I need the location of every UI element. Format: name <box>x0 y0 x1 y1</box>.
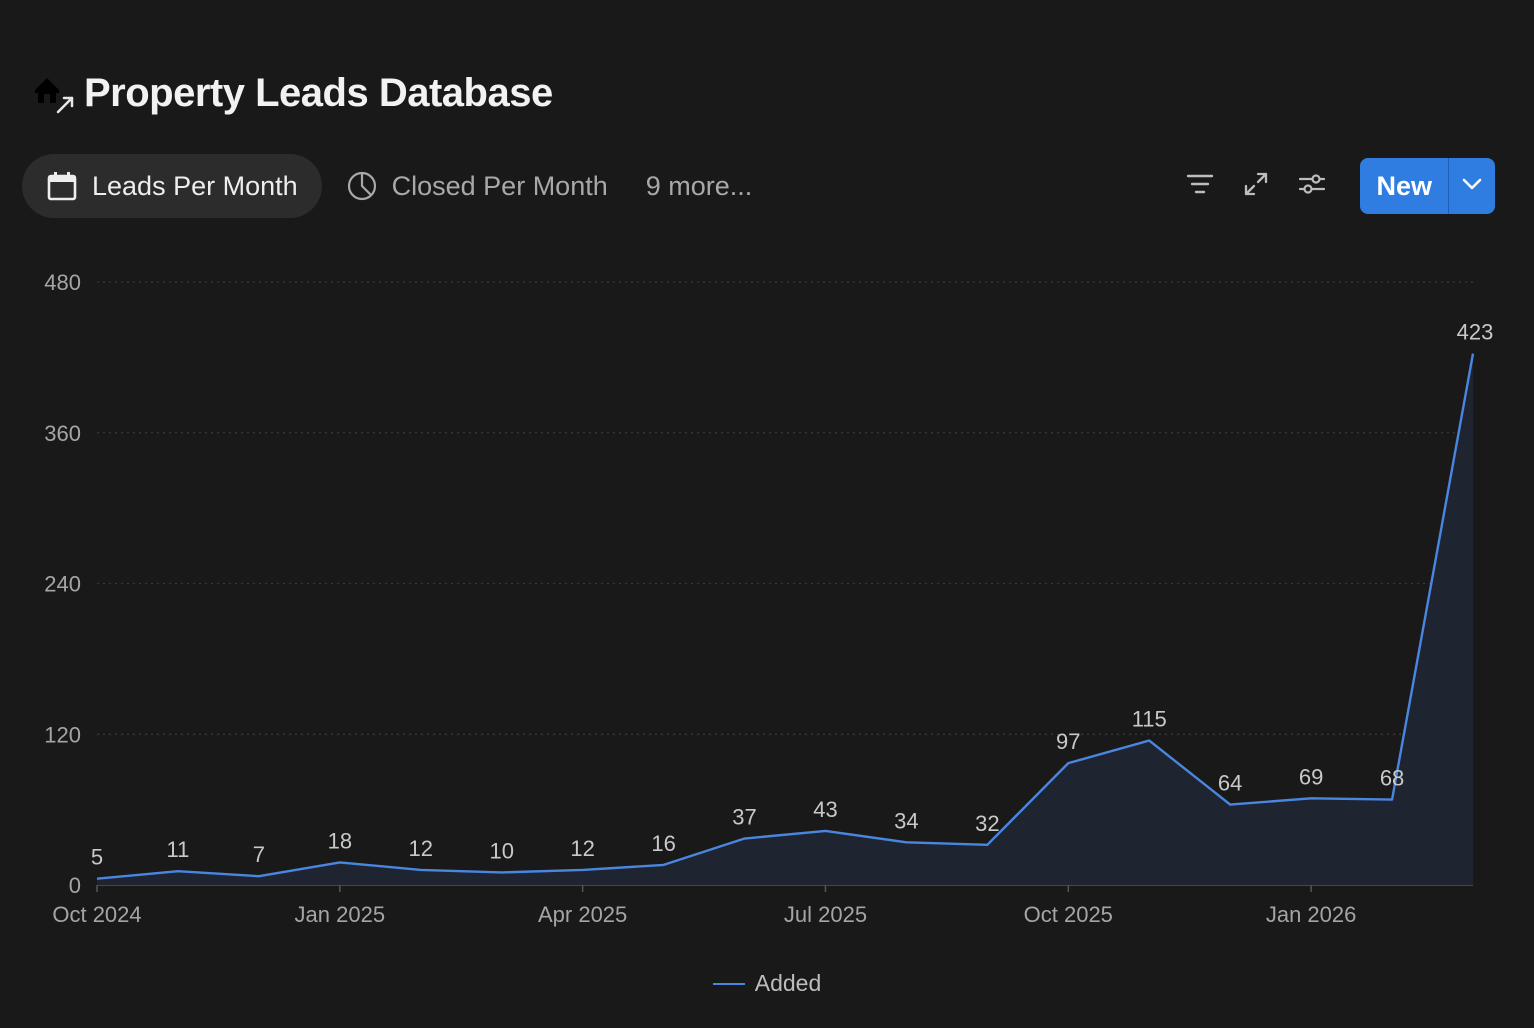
tab-closed-per-month[interactable]: Closed Per Month <box>322 154 632 218</box>
sliders-icon <box>1298 172 1326 201</box>
data-label: 97 <box>1056 729 1080 754</box>
data-label: 5 <box>91 845 103 870</box>
x-tick-label: Oct 2025 <box>1024 902 1113 927</box>
data-label: 18 <box>328 828 352 853</box>
pie-chart-icon <box>346 170 378 202</box>
legend-swatch <box>712 982 745 985</box>
x-tick-label: Apr 2025 <box>538 902 627 927</box>
new-split-button: New <box>1360 158 1495 214</box>
data-label: 423 <box>1457 320 1494 345</box>
expand-icon <box>1243 171 1269 202</box>
x-tick-label: Jul 2025 <box>784 902 867 927</box>
x-tick-label: Jan 2025 <box>295 902 386 927</box>
expand-button[interactable] <box>1234 164 1278 208</box>
filter-icon <box>1186 172 1214 201</box>
new-menu-button[interactable] <box>1449 158 1495 214</box>
y-tick-label: 240 <box>44 572 81 597</box>
tab-label: Leads Per Month <box>92 170 298 201</box>
data-label: 43 <box>813 797 837 822</box>
data-label: 16 <box>651 831 675 856</box>
x-tick-label: Oct 2024 <box>52 902 141 927</box>
series-area <box>97 353 1473 885</box>
data-label: 64 <box>1218 771 1242 796</box>
settings-button[interactable] <box>1290 164 1334 208</box>
data-label: 115 <box>1132 707 1167 732</box>
data-label: 34 <box>894 808 918 833</box>
tab-label: Closed Per Month <box>391 170 608 201</box>
x-tick-label: Jan 2026 <box>1266 902 1357 927</box>
series-line <box>96 353 1475 880</box>
data-label: 12 <box>570 836 594 861</box>
calendar-icon <box>46 170 78 202</box>
view-toolbar: Leads Per Month Closed Per Month 9 more.… <box>22 154 1495 218</box>
y-tick-label: 120 <box>44 722 81 747</box>
chevron-down-icon <box>1461 177 1483 196</box>
data-label: 12 <box>409 836 433 861</box>
house-arrow-icon <box>32 70 78 116</box>
y-tick-label: 480 <box>44 270 81 295</box>
data-label: 11 <box>167 837 190 862</box>
data-label: 10 <box>489 838 513 863</box>
data-label: 7 <box>253 842 265 867</box>
title-row: Property Leads Database <box>32 70 553 116</box>
tab-leads-per-month[interactable]: Leads Per Month <box>22 154 322 218</box>
page-title: Property Leads Database <box>84 70 553 115</box>
data-label: 69 <box>1299 764 1323 789</box>
filter-button[interactable] <box>1178 164 1222 208</box>
new-button[interactable]: New <box>1376 170 1432 201</box>
new-divider <box>1448 158 1449 214</box>
legend-label[interactable]: Added <box>754 970 822 996</box>
data-label: 37 <box>732 805 756 830</box>
more-views-link[interactable]: 9 more... <box>645 170 753 201</box>
y-tick-label: 0 <box>69 873 81 898</box>
chart-legend: Added <box>0 970 1534 997</box>
y-tick-label: 360 <box>44 421 81 446</box>
data-label: 32 <box>975 811 999 836</box>
data-label: 68 <box>1380 766 1404 791</box>
